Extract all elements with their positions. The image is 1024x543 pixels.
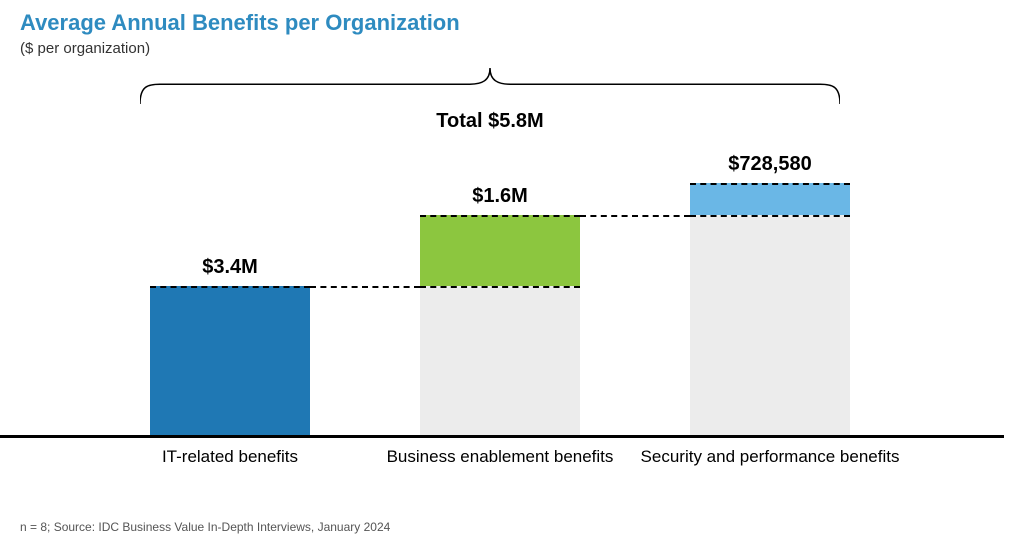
bar-ghost [690, 215, 850, 435]
bar-segment [150, 286, 310, 435]
x-axis [0, 435, 1004, 438]
value-label: $1.6M [400, 185, 600, 208]
connector-line [580, 215, 690, 217]
chart-subtitle: ($ per organization) [20, 40, 1004, 57]
chart-title: Average Annual Benefits per Organization [20, 10, 1004, 36]
brace-annotation [140, 68, 840, 104]
bar-dash-bottom [420, 286, 580, 288]
category-label: Business enablement benefits [370, 447, 630, 467]
value-label: $3.4M [130, 256, 330, 279]
bar-segment [420, 215, 580, 285]
bar-dash-top [150, 286, 310, 288]
bar-ghost [420, 286, 580, 435]
chart-container: Average Annual Benefits per Organization… [0, 0, 1024, 543]
category-label: IT-related benefits [100, 447, 360, 467]
bar-dash-bottom [690, 215, 850, 217]
value-label: $728,580 [670, 153, 870, 176]
brace-path [140, 68, 840, 104]
bar-dash-top [690, 183, 850, 185]
bar-dash-top [420, 215, 580, 217]
footnote: n = 8; Source: IDC Business Value In-Dep… [20, 520, 390, 534]
connector-line [310, 286, 420, 288]
total-label: Total $5.8M [390, 110, 590, 133]
category-label: Security and performance benefits [640, 447, 900, 467]
bar-segment [690, 183, 850, 215]
